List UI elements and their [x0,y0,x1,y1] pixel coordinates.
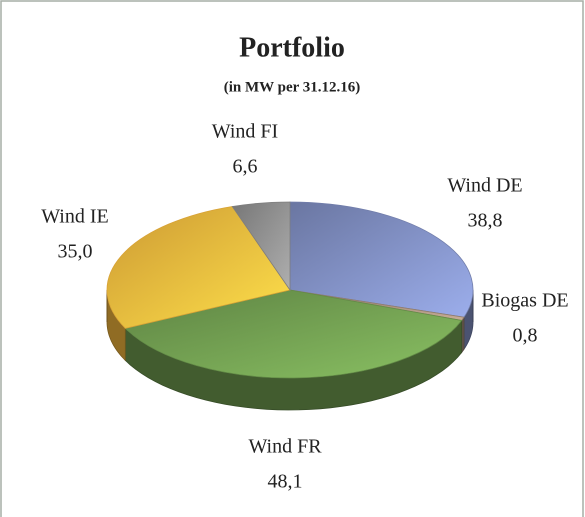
slice [124,289,463,379]
slice [289,201,474,318]
slice-label: Wind FR [248,436,322,458]
slice-label: Wind IE [41,206,109,228]
slice [231,201,291,292]
value-label: 35,0 [58,241,93,263]
slice-label: Biogas DE [481,290,568,312]
chart-subtitle: (in MW per 31.12.16) [224,79,361,95]
slice-label: Wind DE [447,175,522,197]
value-label: 38,8 [468,210,503,232]
slice-label: Wind FI [212,121,278,143]
value-label: 48,1 [268,471,303,493]
value-label: 6,6 [233,156,258,178]
chart-title: Portfolio [239,32,345,63]
value-label: 0,8 [513,325,538,347]
slice [106,206,291,329]
